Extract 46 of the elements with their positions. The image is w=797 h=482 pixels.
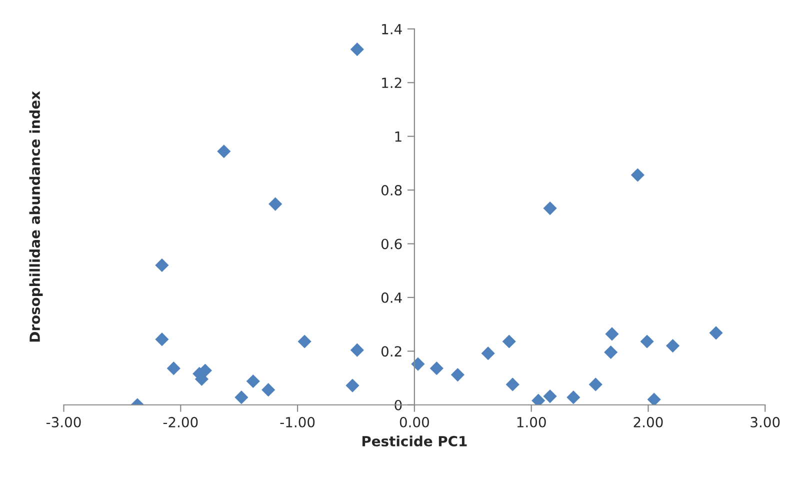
y-tick-label: 0.6 <box>381 238 402 250</box>
point <box>709 326 723 340</box>
y-tick-label: 0.4 <box>381 292 402 303</box>
x-axis-title: Pesticide PC1 <box>362 436 467 446</box>
y-tick-label: 0.8 <box>381 185 402 196</box>
point <box>630 168 645 182</box>
point <box>450 368 464 382</box>
point <box>502 334 516 348</box>
point <box>640 334 654 348</box>
point <box>268 197 282 211</box>
point <box>566 390 580 404</box>
point <box>346 378 360 392</box>
x-tick-label: 2.00 <box>634 416 663 428</box>
point <box>506 378 520 392</box>
point <box>647 392 661 405</box>
point <box>411 357 425 371</box>
x-tick-label: -3.00 <box>46 416 81 428</box>
point <box>298 334 312 348</box>
point <box>155 332 169 346</box>
y-tick-label: 0 <box>394 400 402 410</box>
point <box>246 374 260 388</box>
point <box>262 383 276 397</box>
point <box>605 327 619 341</box>
x-tick-label: 0.00 <box>400 416 429 428</box>
point <box>604 345 618 360</box>
y-tick-label: 0.2 <box>381 346 402 357</box>
point <box>543 202 557 216</box>
y-tick-label: 1.2 <box>382 78 402 88</box>
point <box>166 362 180 376</box>
point <box>481 346 495 360</box>
point <box>543 389 557 404</box>
x-tick-label: 1.00 <box>517 416 546 428</box>
point <box>217 144 231 158</box>
point <box>155 258 169 272</box>
x-tick-label: -1.00 <box>280 416 315 428</box>
point <box>666 338 680 353</box>
point <box>588 378 602 392</box>
x-tick-label: -2.00 <box>163 416 198 428</box>
y-tick-label: 1.4 <box>382 24 402 34</box>
point <box>430 362 444 376</box>
point <box>350 343 364 357</box>
point <box>350 42 364 56</box>
point <box>234 390 248 404</box>
y-axis-title: Drosophillidae abundance index <box>29 91 43 342</box>
x-tick-label: 3.00 <box>750 416 780 428</box>
y-tick-label: 1 <box>395 131 402 142</box>
